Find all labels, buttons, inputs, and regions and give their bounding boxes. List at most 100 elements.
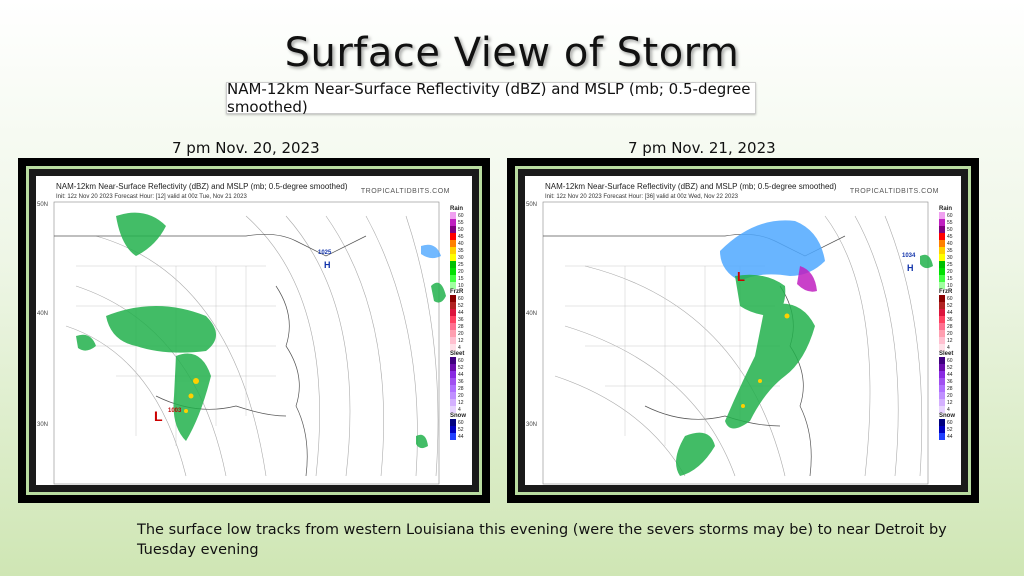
legend-tick-label: 12: [458, 399, 464, 406]
legend-swatch: [939, 392, 945, 399]
legend-sleet-step: 44: [450, 371, 470, 378]
legend-tick-label: 60: [458, 295, 464, 302]
legend-sleet-step: 12: [939, 399, 959, 406]
legend-rain-step: 20: [450, 268, 470, 275]
legend-rain-step: 45: [939, 233, 959, 240]
legend-sleet-step: 60: [450, 357, 470, 364]
legend-frzr-title-right: FrzR: [939, 289, 953, 295]
legend-tick-label: 28: [947, 323, 953, 330]
map-title-right: NAM-12km Near-Surface Reflectivity (dBZ)…: [545, 182, 837, 191]
legend-sleet-step: 28: [939, 385, 959, 392]
svg-text:L: L: [154, 408, 163, 424]
map-right: NAM-12km Near-Surface Reflectivity (dBZ)…: [525, 176, 961, 485]
legend-swatch: [450, 316, 456, 323]
legend-tick-label: 25: [458, 261, 464, 268]
weather-map-left: L H: [53, 201, 446, 485]
legend-swatch: [939, 219, 945, 226]
legend-left: Rain 60 55 50 45 40 35 30 25 20 15 10 FrzR 60 52 44 3…: [450, 206, 470, 440]
legend-tick-label: 52: [458, 302, 464, 309]
legend-swatch: [939, 233, 945, 240]
legend-sleet-title-left: Sleet: [450, 351, 465, 357]
legend-swatch: [450, 337, 456, 344]
legend-snow-step: 44: [450, 433, 470, 440]
legend-sleet-step: 36: [450, 378, 470, 385]
legend-frzr-step: 12: [450, 337, 470, 344]
legend-swatch: [450, 254, 456, 261]
legend-tick-label: 30: [947, 254, 953, 261]
legend-rain-step: 50: [450, 226, 470, 233]
svg-text:L: L: [737, 269, 745, 284]
legend-tick-label: 60: [947, 212, 953, 219]
map-init-right: Init: 12z Nov 20 2023 Forecast Hour: [36…: [545, 194, 738, 200]
legend-snow-step: 44: [939, 433, 959, 440]
map-frame-left: NAM-12km Near-Surface Reflectivity (dBZ)…: [18, 158, 490, 503]
legend-frzr-step: 36: [939, 316, 959, 323]
legend-tick-label: 55: [458, 219, 464, 226]
legend-tick-label: 28: [458, 323, 464, 330]
legend-tick-label: 12: [947, 337, 953, 344]
svg-text:H: H: [324, 260, 331, 270]
legend-sleet-title-right: Sleet: [939, 351, 954, 357]
legend-frzr-step: 28: [939, 323, 959, 330]
legend-swatch: [450, 433, 456, 440]
legend-swatch: [450, 282, 456, 289]
legend-frzr-step: 20: [939, 330, 959, 337]
legend-frzr-step: 44: [939, 309, 959, 316]
legend-tick-label: 60: [458, 357, 464, 364]
legend-tick-label: 20: [947, 268, 953, 275]
legend-rain-step: 40: [450, 240, 470, 247]
legend-sleet-step: 20: [939, 392, 959, 399]
legend-tick-label: 45: [458, 233, 464, 240]
legend-swatch: [939, 226, 945, 233]
low-pressure-value-left: 1003: [168, 408, 182, 414]
legend-swatch: [939, 364, 945, 371]
legend-sleet-step: 52: [939, 364, 959, 371]
legend-swatch: [939, 399, 945, 406]
legend-swatch: [450, 392, 456, 399]
legend-snow-title-right: Snow: [939, 413, 955, 419]
map-title-left: NAM-12km Near-Surface Reflectivity (dBZ)…: [56, 182, 348, 191]
legend-tick-label: 28: [947, 385, 953, 392]
legend-swatch: [939, 261, 945, 268]
legend-tick-label: 50: [458, 226, 464, 233]
legend-tick-label: 52: [947, 364, 953, 371]
legend-tick-label: 30: [458, 254, 464, 261]
legend-swatch: [450, 399, 456, 406]
legend-rain-step: 55: [450, 219, 470, 226]
legend-swatch: [939, 337, 945, 344]
legend-tick-label: 52: [458, 426, 464, 433]
legend-snow-step: 60: [450, 419, 470, 426]
legend-tick-label: 50: [947, 226, 953, 233]
legend-tick-label: 40: [947, 240, 953, 247]
legend-tick-label: 40: [458, 240, 464, 247]
legend-tick-label: 55: [947, 219, 953, 226]
legend-tick-label: 44: [458, 371, 464, 378]
legend-rain-step: 30: [939, 254, 959, 261]
legend-swatch: [450, 357, 456, 364]
legend-swatch: [450, 406, 456, 413]
lat-label-30n-left: 30N: [37, 422, 49, 428]
legend-frzr-step: 52: [450, 302, 470, 309]
weather-map-right: L H: [542, 201, 933, 485]
legend-swatch: [939, 316, 945, 323]
legend-swatch: [939, 282, 945, 289]
legend-frzr-step: 36: [450, 316, 470, 323]
legend-rain-step: 25: [939, 261, 959, 268]
legend-swatch: [450, 419, 456, 426]
legend-tick-label: 60: [947, 295, 953, 302]
legend-swatch: [939, 247, 945, 254]
legend-sleet-step: 20: [450, 392, 470, 399]
lat-label-30n-right: 30N: [526, 422, 538, 428]
legend-tick-label: 36: [458, 378, 464, 385]
legend-swatch: [450, 344, 456, 351]
legend-tick-label: 35: [947, 247, 953, 254]
map-border-right: NAM-12km Near-Surface Reflectivity (dBZ)…: [515, 166, 971, 495]
legend-rain-step: 10: [450, 282, 470, 289]
map-init-left: Init: 12z Nov 20 2023 Forecast Hour: [12…: [56, 194, 247, 200]
date-label-right: 7 pm Nov. 21, 2023: [628, 139, 776, 157]
legend-swatch: [939, 344, 945, 351]
legend-rain-step: 25: [450, 261, 470, 268]
legend-sleet-step: 52: [450, 364, 470, 371]
legend-swatch: [450, 275, 456, 282]
legend-tick-label: 36: [947, 378, 953, 385]
